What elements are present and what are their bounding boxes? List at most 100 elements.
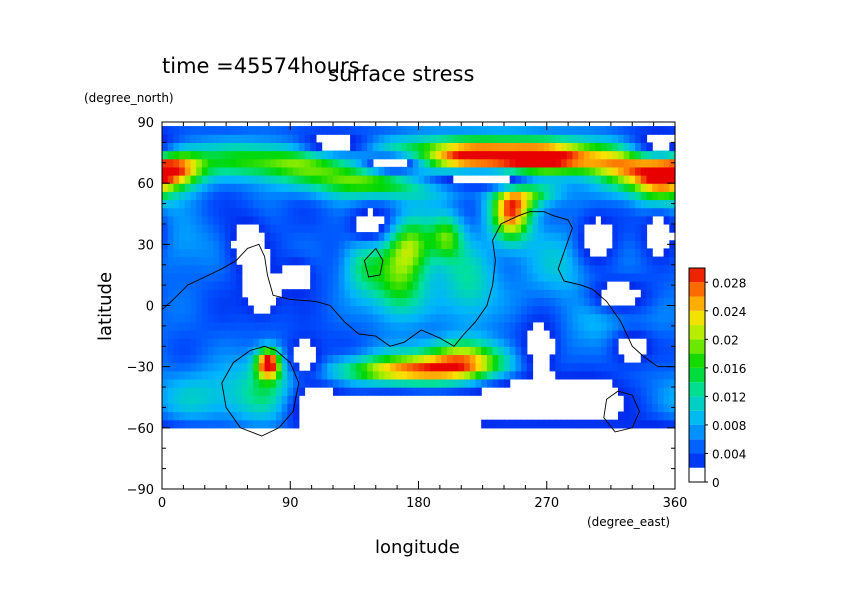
field-cell <box>344 166 351 176</box>
field-cell <box>595 370 602 380</box>
field-cell <box>321 232 328 241</box>
field-cell <box>253 215 260 225</box>
field-cell <box>350 166 357 176</box>
field-cell <box>264 378 271 388</box>
field-cell <box>224 199 231 209</box>
field-cell <box>657 126 665 135</box>
field-cell <box>555 207 562 217</box>
field-cell <box>663 175 670 184</box>
field-cell <box>435 150 442 160</box>
field-cell <box>304 207 311 217</box>
field-cell <box>287 223 294 233</box>
field-cell <box>498 207 505 217</box>
field-cell <box>595 150 602 160</box>
field-cell <box>418 142 425 152</box>
field-cell <box>583 256 591 266</box>
field-cell <box>469 272 477 282</box>
field-cell <box>583 305 591 315</box>
field-cell <box>526 321 534 331</box>
field-cell <box>640 403 648 413</box>
field-cell <box>515 248 522 258</box>
field-cell <box>310 199 317 209</box>
field-cell <box>293 175 300 184</box>
field-cell <box>640 207 648 217</box>
field-cell <box>179 329 186 339</box>
field-cell <box>390 338 397 347</box>
field-cell <box>663 248 670 258</box>
field-cell <box>253 403 260 413</box>
field-cell <box>367 142 374 152</box>
field-cell <box>190 232 197 241</box>
field-cell <box>412 387 420 396</box>
field-cell <box>521 207 528 217</box>
field-cell <box>663 281 670 290</box>
field-cell <box>390 150 397 160</box>
field-cell <box>407 321 414 331</box>
field-cell <box>190 240 197 250</box>
field-cell <box>184 272 192 282</box>
field-cell <box>184 158 192 168</box>
field-cell <box>498 354 505 364</box>
field-cell <box>401 378 408 388</box>
field-cell <box>338 175 345 184</box>
field-cell <box>429 272 437 282</box>
field-cell <box>372 191 380 201</box>
field-cell <box>236 150 243 160</box>
field-cell <box>640 126 648 135</box>
field-cell <box>469 248 477 258</box>
field-cell <box>179 321 186 331</box>
field-cell <box>623 191 630 201</box>
field-cell <box>253 378 260 388</box>
field-cell <box>589 370 596 380</box>
field-cell <box>606 272 613 282</box>
field-cell <box>629 207 636 217</box>
field-cell <box>532 126 539 135</box>
field-cell <box>395 370 402 380</box>
field-cell <box>390 240 397 250</box>
field-cell <box>201 240 209 250</box>
field-cell <box>378 232 385 241</box>
field-cell <box>327 207 334 217</box>
field-cell <box>475 297 482 307</box>
field-cell <box>230 346 237 356</box>
field-cell <box>338 338 345 347</box>
field-cell <box>367 256 374 266</box>
field-cell <box>390 223 397 233</box>
field-cell <box>310 166 317 176</box>
field-cell <box>669 166 676 176</box>
field-cell <box>258 370 266 380</box>
field-cell <box>287 378 294 388</box>
field-cell <box>640 175 648 184</box>
field-cell <box>578 215 585 225</box>
field-cell <box>344 150 351 160</box>
field-cell <box>298 134 306 143</box>
field-cell <box>515 289 522 298</box>
field-cell <box>321 183 328 192</box>
field-cell <box>355 313 363 323</box>
field-cell <box>407 289 414 298</box>
field-cell <box>162 223 169 233</box>
field-cell <box>464 158 471 168</box>
field-cell <box>298 142 306 152</box>
field-cell <box>173 142 180 152</box>
field-cell <box>646 142 653 152</box>
field-cell <box>646 419 653 429</box>
field-cell <box>475 378 482 388</box>
field-cell <box>521 142 528 152</box>
field-cell <box>298 248 306 258</box>
field-cell <box>475 387 482 396</box>
field-cell <box>555 248 562 258</box>
field-cell <box>270 191 277 201</box>
field-cell <box>281 346 288 356</box>
field-cell <box>464 223 471 233</box>
field-cell <box>321 158 328 168</box>
field-cell <box>338 362 345 372</box>
field-cell <box>298 199 306 209</box>
field-cell <box>367 248 374 258</box>
field-cell <box>640 281 648 290</box>
field-cell <box>646 387 653 396</box>
field-cell <box>509 338 516 347</box>
field-cell <box>173 289 180 298</box>
field-cell <box>304 142 311 152</box>
field-cell <box>162 411 169 421</box>
